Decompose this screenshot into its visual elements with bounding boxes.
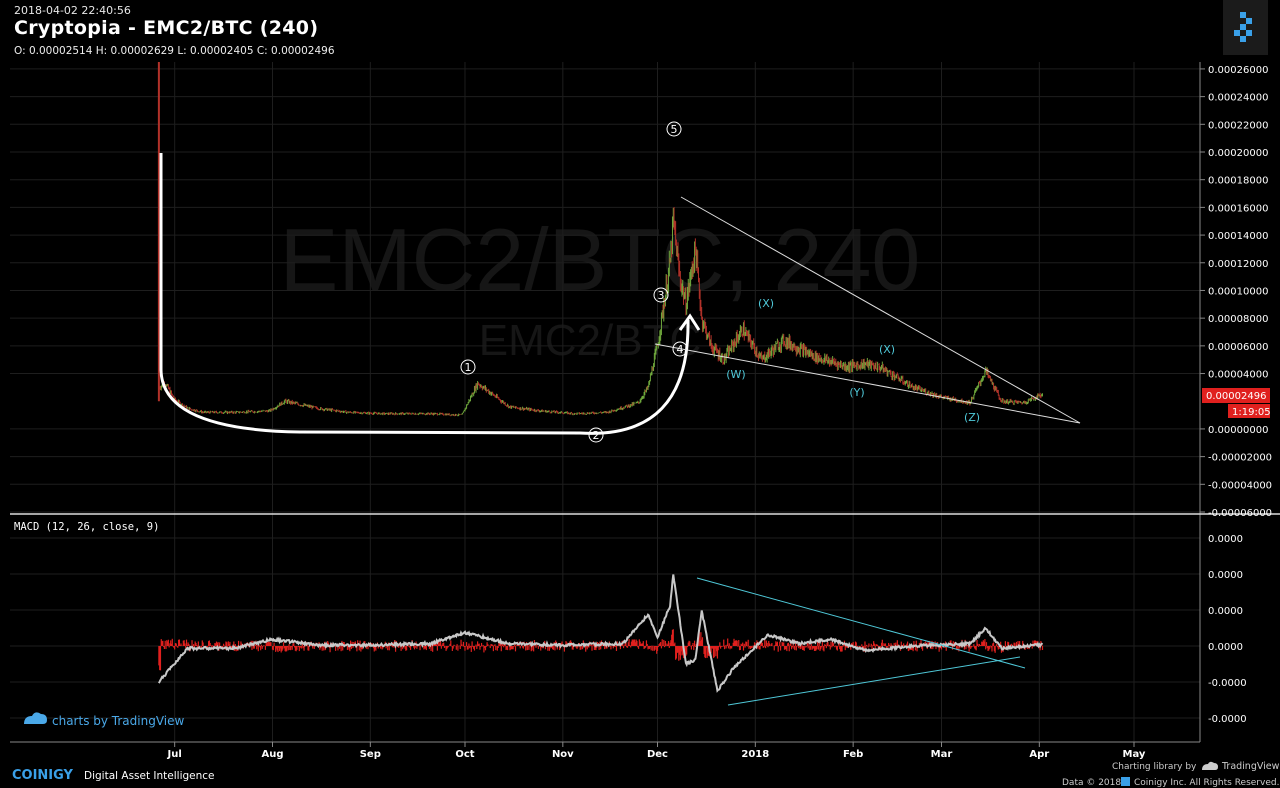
y-tick-label: 0.00024000	[1208, 93, 1268, 104]
cloud-icon	[24, 712, 47, 724]
svg-text:(W): (W)	[726, 368, 745, 381]
chart-title: Cryptopia - EMC2/BTC (240)	[14, 17, 319, 39]
tradingview-credit: TradingView	[1221, 761, 1280, 772]
time-axis: Jul Aug Sep Oct Nov Dec 2018 Feb Mar Apr May	[167, 742, 1146, 760]
x-tick-label: Dec	[647, 749, 668, 760]
y-tick-label: 0.00006000	[1208, 342, 1268, 353]
y-tick-label: 0.00022000	[1208, 120, 1268, 131]
tradingview-badge-label: charts by TradingView	[52, 714, 184, 728]
x-tick-label: Apr	[1029, 749, 1049, 760]
x-tick-label: Jul	[167, 749, 182, 760]
y-tick-label: 0.00020000	[1208, 148, 1268, 159]
y-tick-label: 0.00018000	[1208, 176, 1268, 187]
tagline: Digital Asset Intelligence	[84, 770, 215, 782]
data-rights: Data © 2018	[1062, 778, 1121, 788]
macd-tick-label: -0.0000	[1208, 678, 1247, 689]
trendline-upper	[680, 196, 1081, 424]
price-axis: 0.00026000 0.00024000 0.00022000 0.00020000…	[1200, 65, 1272, 519]
charting-credit: Charting library by	[1112, 762, 1197, 772]
coinigy-logo[interactable]	[1223, 0, 1268, 55]
y-tick-label: -0.00002000	[1208, 453, 1272, 464]
svg-text:(X): (X)	[758, 297, 774, 310]
arrow-head	[678, 313, 701, 331]
tradingview-badge[interactable]: charts by TradingView	[24, 712, 184, 728]
svg-text:(Y): (Y)	[849, 386, 864, 399]
svg-text:4: 4	[677, 343, 684, 356]
macd-tick-label: 0.0000	[1208, 570, 1243, 581]
y-tick-label: 0.00026000	[1208, 65, 1268, 76]
trendline-lower	[654, 343, 1081, 424]
price-tag: 0.00002496	[1206, 391, 1266, 402]
y-tick-label: -0.00006000	[1208, 508, 1272, 519]
y-tick-label: 0.00004000	[1208, 370, 1268, 381]
countdown: 1:19:05	[1232, 407, 1271, 418]
cloud-icon	[1202, 761, 1218, 770]
x-tick-label: Nov	[552, 749, 574, 760]
y-tick-label: 0.00000000	[1208, 425, 1268, 436]
y-tick-label: 0.00014000	[1208, 231, 1268, 242]
y-tick-label: 0.00010000	[1208, 286, 1268, 297]
rights-text: Coinigy Inc. All Rights Reserved.	[1134, 778, 1279, 788]
x-tick-label: Feb	[843, 749, 863, 760]
x-tick-label: Aug	[261, 749, 283, 760]
x-tick-label: Sep	[360, 749, 381, 760]
y-tick-label: 0.00008000	[1208, 314, 1268, 325]
svg-text:1: 1	[465, 361, 472, 374]
macd-tick-label: -0.0000	[1208, 714, 1247, 725]
wave-labels: 1 2 3 4 5 (X) (W) (X) (Y) (Z)	[460, 121, 980, 443]
macd-axis: 0.0000 0.0000 0.0000 0.0000 -0.0000 -0.0000	[1208, 534, 1247, 725]
x-tick-label: 2018	[741, 749, 769, 760]
price-tag-box	[1202, 388, 1270, 403]
y-tick-label: -0.00004000	[1208, 480, 1272, 491]
cup-curve	[159, 153, 690, 435]
svg-text:2: 2	[593, 429, 600, 442]
ohlc-readout: O: 0.00002514 H: 0.00002629 L: 0.0000240…	[14, 45, 335, 57]
coinigy-icon	[1234, 12, 1252, 42]
y-tick-label: 0.00012000	[1208, 259, 1268, 270]
macd-tick-label: 0.0000	[1208, 534, 1243, 545]
svg-text:3: 3	[658, 289, 665, 302]
x-tick-label: Mar	[931, 749, 953, 760]
brand-name: COINIGY	[12, 768, 74, 783]
coinigy-small-icon	[1121, 777, 1130, 786]
macd-tick-label: 0.0000	[1208, 642, 1243, 653]
svg-text:(X): (X)	[879, 343, 895, 356]
x-tick-label: Oct	[455, 749, 474, 760]
macd-tick-label: 0.0000	[1208, 606, 1243, 617]
y-tick-label: 0.00016000	[1208, 203, 1268, 214]
svg-text:5: 5	[671, 123, 678, 136]
macd-line	[158, 574, 1044, 693]
macd-trendline-upper	[696, 577, 1026, 669]
timestamp: 2018-04-02 22:40:56	[14, 4, 131, 17]
watermark-main: EMC2/BTC, 240	[280, 210, 921, 309]
watermark-sub: EMC2/BTC	[479, 316, 701, 365]
svg-text:(Z): (Z)	[964, 411, 980, 424]
candles	[157, 62, 1043, 417]
macd-title: MACD (12, 26, close, 9)	[14, 521, 159, 533]
macd-histogram	[158, 629, 1044, 671]
x-tick-label: May	[1123, 749, 1146, 760]
countdown-box	[1228, 404, 1270, 418]
macd-trendline-lower	[727, 656, 1021, 706]
